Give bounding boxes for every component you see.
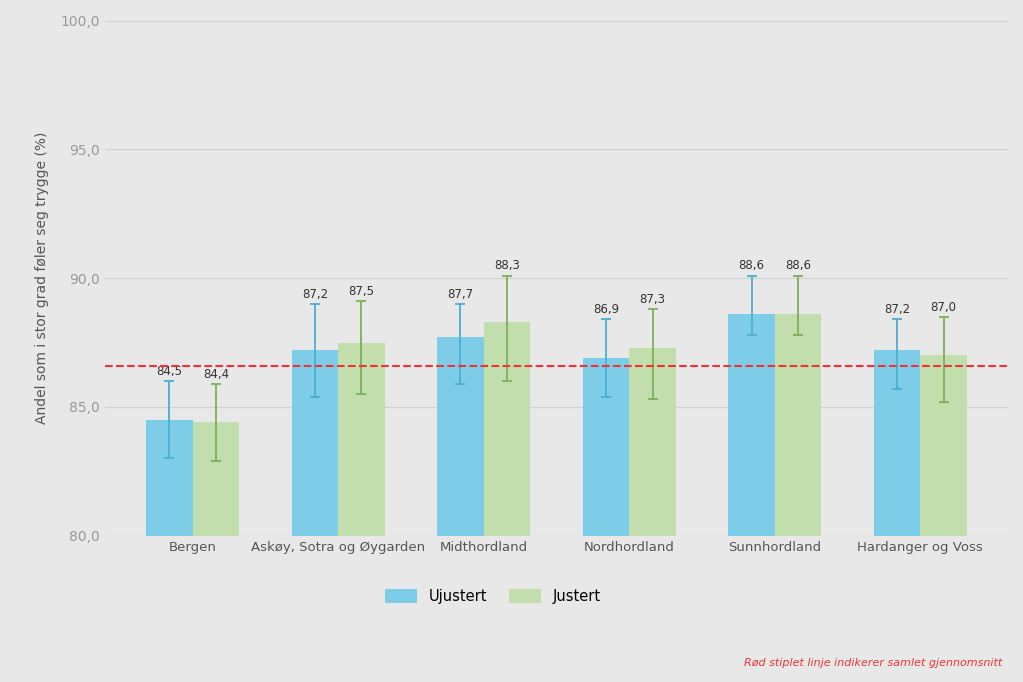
Text: 87,2: 87,2 — [302, 288, 328, 301]
Bar — [728, 314, 774, 535]
Text: 87,2: 87,2 — [884, 303, 910, 316]
Text: 84,5: 84,5 — [157, 365, 182, 378]
Bar — [437, 338, 484, 535]
Bar — [146, 420, 192, 535]
Text: 87,3: 87,3 — [639, 293, 666, 306]
Bar — [629, 348, 676, 535]
Text: Rød stiplet linje indikerer samlet gjennomsnitt: Rød stiplet linje indikerer samlet gjenn… — [745, 658, 1003, 668]
Text: 87,5: 87,5 — [349, 285, 374, 298]
Text: 88,6: 88,6 — [785, 259, 811, 272]
Text: 88,3: 88,3 — [494, 259, 520, 272]
Text: 87,0: 87,0 — [931, 301, 957, 314]
Bar — [192, 422, 239, 535]
Legend: Ujustert, Justert: Ujustert, Justert — [377, 581, 609, 611]
Bar — [583, 358, 629, 535]
Text: 88,6: 88,6 — [739, 259, 764, 272]
Bar — [339, 342, 385, 535]
Bar — [292, 351, 339, 535]
Bar — [484, 322, 530, 535]
Text: 84,4: 84,4 — [203, 368, 229, 381]
Text: 87,7: 87,7 — [447, 288, 474, 301]
Bar — [921, 355, 967, 535]
Bar — [774, 314, 821, 535]
Bar — [874, 351, 921, 535]
Text: 86,9: 86,9 — [593, 303, 619, 316]
Y-axis label: Andel som i stor grad føler seg trygge (%): Andel som i stor grad føler seg trygge (… — [36, 132, 49, 424]
